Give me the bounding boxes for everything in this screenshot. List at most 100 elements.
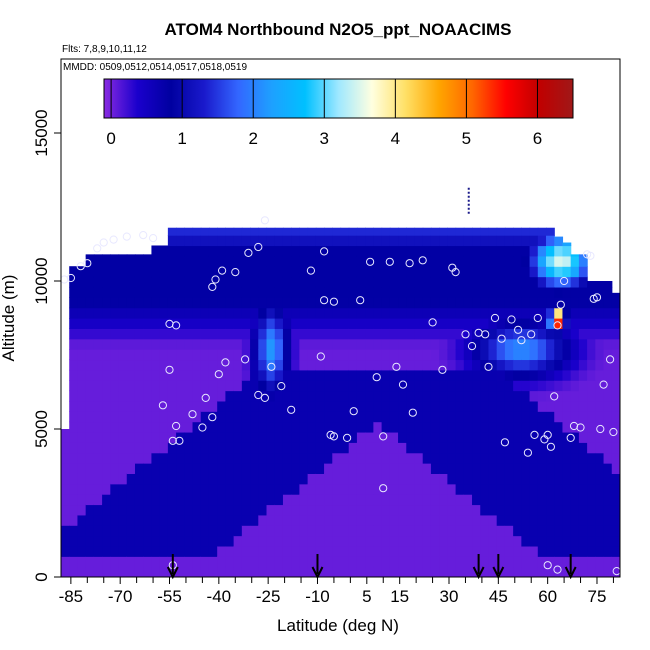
field-cell <box>250 442 259 454</box>
field-cell <box>373 390 383 402</box>
data-point <box>254 390 263 400</box>
field-cell <box>176 266 185 278</box>
field-cell <box>488 255 498 267</box>
field-cell <box>463 380 473 392</box>
field-cell <box>406 276 416 288</box>
field-cell <box>192 483 202 495</box>
field-cell <box>241 235 251 247</box>
field-cell <box>578 359 588 371</box>
data-point <box>418 256 427 265</box>
field-cell <box>562 276 572 288</box>
field-cell <box>93 535 103 547</box>
field-cell <box>373 369 383 381</box>
field-cell <box>241 566 251 577</box>
field-cell <box>587 545 596 557</box>
field-cell <box>455 452 465 464</box>
field-cell <box>299 380 309 392</box>
field-cell <box>241 400 251 412</box>
field-cell <box>340 235 350 247</box>
field-cell <box>546 421 555 433</box>
field-cell <box>570 431 580 443</box>
data-point <box>484 362 493 371</box>
field-cell <box>529 318 539 329</box>
field-cell <box>118 473 128 485</box>
field-cell <box>332 473 342 485</box>
field-cell <box>504 525 514 537</box>
field-cell <box>611 411 620 423</box>
field-cell <box>192 380 202 392</box>
field-cell <box>176 245 185 257</box>
field-cell <box>118 431 128 443</box>
field-cell <box>546 525 555 537</box>
field-cell <box>578 566 588 577</box>
field-cell <box>143 254 153 257</box>
field-cell <box>126 400 136 412</box>
field-cell <box>184 411 194 423</box>
field-cell <box>307 286 317 298</box>
field-cell <box>356 369 366 381</box>
field-cell <box>480 421 490 433</box>
field-cell <box>356 276 366 288</box>
field-cell <box>406 442 416 454</box>
field-cell <box>291 307 300 319</box>
field-cell <box>282 328 292 340</box>
field-cell <box>258 411 268 423</box>
field-cell <box>126 276 136 288</box>
field-cell <box>578 390 588 402</box>
field-cell <box>472 328 481 340</box>
field-cell <box>225 556 235 568</box>
field-cell <box>472 545 481 557</box>
field-cell <box>282 514 292 526</box>
field-cell <box>611 494 620 506</box>
field-cell <box>578 504 588 516</box>
field-cell <box>159 276 169 288</box>
field-cell <box>463 545 473 557</box>
field-cell <box>110 349 120 361</box>
field-cell <box>447 297 457 309</box>
field-cell <box>373 359 383 371</box>
field-cell <box>587 359 596 371</box>
field-cell <box>480 307 490 319</box>
field-cell <box>282 286 292 298</box>
field-cell <box>291 276 300 288</box>
field-cell <box>398 266 407 278</box>
field-cell <box>554 318 564 329</box>
field-cell <box>282 235 292 247</box>
field-cell <box>61 442 70 454</box>
field-cell <box>447 545 457 557</box>
field-cell <box>398 369 407 381</box>
field-cell <box>176 463 185 474</box>
field-cell <box>389 276 399 288</box>
field-cell <box>406 318 416 329</box>
field-cell <box>208 286 218 298</box>
field-cell <box>143 297 153 309</box>
field-cell <box>537 369 547 381</box>
field-cell <box>389 297 399 309</box>
field-cell <box>381 245 391 257</box>
field-cell <box>546 380 555 392</box>
field-cell <box>192 359 202 371</box>
field-cell <box>340 349 350 361</box>
field-cell <box>356 535 366 547</box>
field-cell <box>472 421 481 433</box>
field-cell <box>69 556 79 568</box>
field-cell <box>414 266 424 278</box>
field-cell <box>340 255 350 267</box>
data-point <box>343 433 352 442</box>
field-cell <box>200 556 210 568</box>
field-cell <box>381 380 391 392</box>
field-cell <box>143 494 153 506</box>
field-cell <box>217 349 227 361</box>
data-point <box>481 330 490 339</box>
field-cell <box>455 369 465 381</box>
field-cell <box>570 525 580 537</box>
field-cell <box>324 442 333 454</box>
field-cell <box>455 442 465 454</box>
field-cell <box>463 328 473 340</box>
field-cell <box>208 452 218 464</box>
field-cell <box>406 307 416 319</box>
field-cell <box>447 400 457 412</box>
field-cell <box>184 359 194 371</box>
field-cell <box>595 566 605 577</box>
field-cell <box>480 390 490 402</box>
